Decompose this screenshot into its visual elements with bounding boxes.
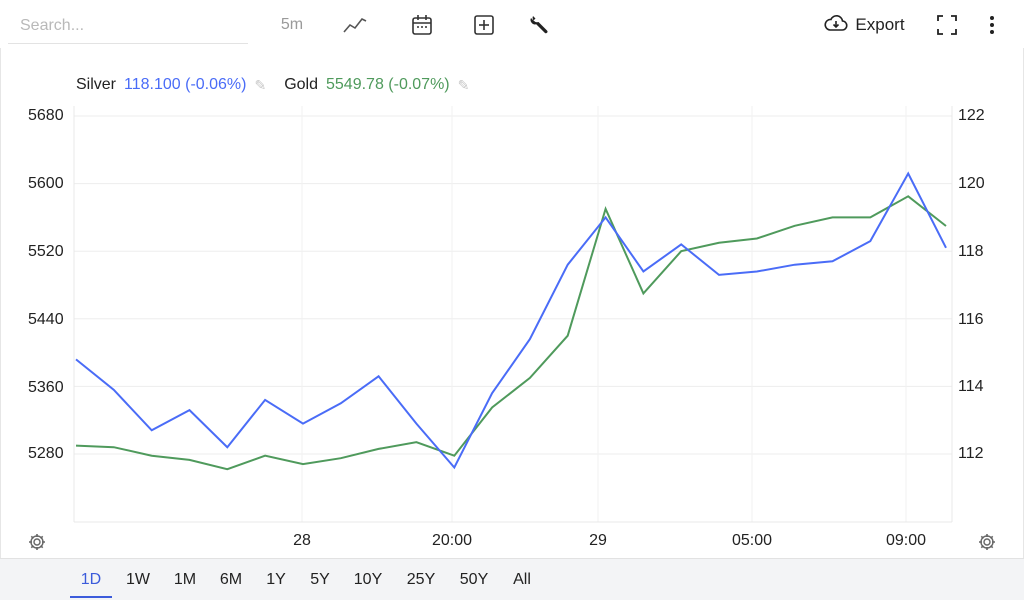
range-button-25y[interactable]: 25Y <box>406 571 436 588</box>
calendar-icon[interactable] <box>407 10 437 40</box>
x-axis-tick: 20:00 <box>431 532 473 549</box>
active-range-indicator <box>70 596 112 598</box>
gold-series-line <box>75 195 947 471</box>
x-axis-tick: 29 <box>589 532 607 549</box>
range-button-5y[interactable]: 5Y <box>310 571 330 588</box>
range-button-6m[interactable]: 6M <box>219 571 243 588</box>
x-axis-tick: 05:00 <box>731 532 773 549</box>
left-axis-tick: 5360 <box>28 379 64 396</box>
export-label: Export <box>855 15 905 34</box>
right-axis-tick: 118 <box>958 243 984 260</box>
edit-silver-icon[interactable]: ✎ <box>254 76 267 93</box>
range-button-all[interactable]: All <box>513 571 531 588</box>
right-axis-tick: 116 <box>958 311 984 328</box>
export-button[interactable]: Export <box>818 10 910 40</box>
left-axis-gear-icon[interactable] <box>27 532 47 552</box>
legend-gold-value: 5549.78 (-0.07%) <box>326 76 450 93</box>
legend-silver-value: 118.100 (-0.06%) <box>124 76 247 93</box>
range-selector-bar: 1D 1W 1M 6M 1Y 5Y 10Y 25Y 50Y All <box>0 558 1024 600</box>
left-axis-tick: 5280 <box>28 445 64 462</box>
line-chart-icon[interactable] <box>340 10 370 40</box>
right-axis-gear-icon[interactable] <box>977 532 997 552</box>
left-axis-tick: 5440 <box>28 311 64 328</box>
settings-wrench-icon[interactable] <box>525 10 555 40</box>
legend-silver-name: Silver <box>76 76 117 93</box>
left-axis-tick: 5600 <box>28 175 64 192</box>
fullscreen-icon[interactable] <box>932 10 962 40</box>
legend: Silver 118.100 (-0.06%) ✎ Gold 5549.78 (… <box>76 76 479 94</box>
legend-gold-name: Gold <box>284 76 318 93</box>
add-indicator-icon[interactable] <box>469 10 499 40</box>
right-axis-tick: 114 <box>958 378 984 395</box>
range-button-1d[interactable]: 1D <box>80 571 102 588</box>
range-button-10y[interactable]: 10Y <box>353 571 383 588</box>
left-axis-tick: 5520 <box>28 243 64 260</box>
right-axis-tick: 120 <box>958 175 985 192</box>
range-button-1w[interactable]: 1W <box>126 571 150 588</box>
range-button-50y[interactable]: 50Y <box>459 571 489 588</box>
grid <box>74 106 952 522</box>
range-button-1m[interactable]: 1M <box>173 571 197 588</box>
right-axis-tick: 122 <box>958 107 985 124</box>
more-vertical-icon[interactable] <box>980 10 1004 40</box>
range-button-1y[interactable]: 1Y <box>266 571 286 588</box>
x-axis-tick: 28 <box>293 532 311 549</box>
interval-button[interactable]: 5m <box>280 16 304 33</box>
left-axis-tick: 5680 <box>28 107 64 124</box>
toolbar: 5m Export <box>0 0 1024 48</box>
right-axis-tick: 112 <box>958 445 984 462</box>
silver-series-line <box>75 171 947 470</box>
x-axis-tick: 09:00 <box>885 532 927 549</box>
cloud-download-icon <box>823 13 849 38</box>
edit-gold-icon[interactable]: ✎ <box>457 76 470 93</box>
search-input[interactable] <box>8 8 248 44</box>
